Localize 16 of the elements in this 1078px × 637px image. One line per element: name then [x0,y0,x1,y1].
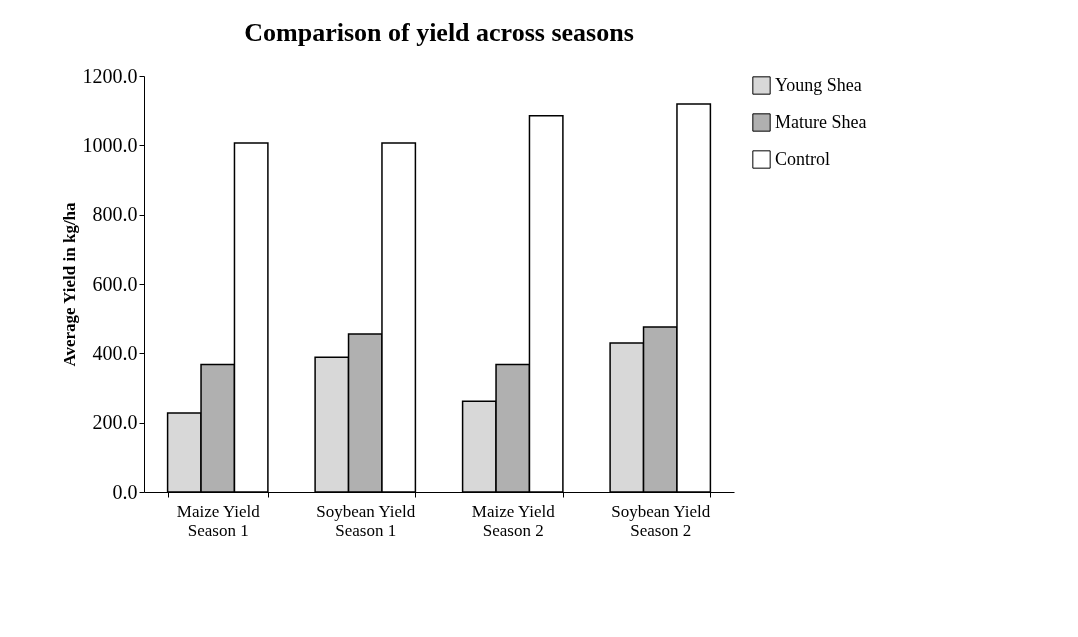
y-tick-label: 0.0 [112,480,138,503]
legend-label: Control [775,148,831,169]
y-tick-label: 600.0 [92,272,138,295]
y-tick-label: 400.0 [92,341,138,364]
x-tick-label: Maize Yield Season 1 [176,501,261,540]
x-tick-label: Soybean Yield Season 1 [316,501,416,540]
y-tick-label: 800.0 [92,203,138,226]
x-tick-label: Soybean Yield Season 2 [611,501,711,540]
y-tick-label: 1200.0 [82,64,138,87]
y-axis-title: Average Yield in kg/ha [59,201,79,367]
y-tick-label: 1000.0 [82,133,138,156]
legend-label: Young Shea [775,74,862,95]
legend-label: Mature Shea [775,111,867,132]
y-tick-label: 200.0 [92,411,138,434]
x-tick-label: Maize Yield Season 2 [471,501,556,540]
chart-title: Comparison of yield across seasons [244,18,634,47]
